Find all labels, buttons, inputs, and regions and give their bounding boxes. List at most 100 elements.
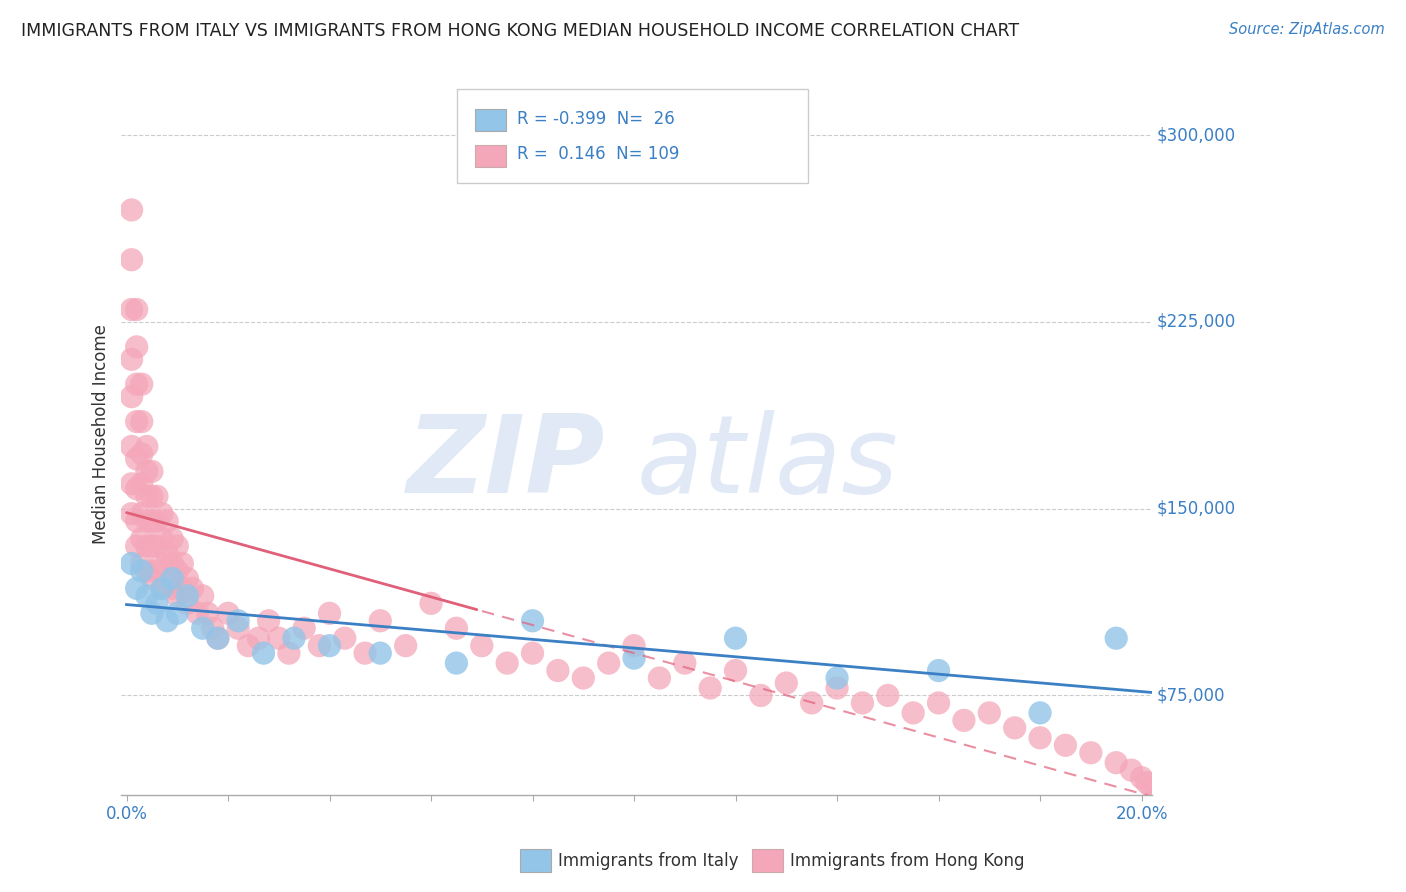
- Point: [176, 571, 198, 585]
- Text: $150,000: $150,000: [1157, 500, 1236, 517]
- Point: [522, 646, 544, 660]
- Point: [648, 671, 671, 685]
- Point: [135, 440, 157, 454]
- Point: [135, 539, 157, 553]
- Point: [1080, 746, 1102, 760]
- Text: ZIP: ZIP: [408, 410, 606, 516]
- Y-axis label: Median Household Income: Median Household Income: [93, 324, 110, 544]
- Point: [471, 639, 494, 653]
- Point: [876, 689, 898, 703]
- Point: [901, 706, 924, 720]
- Point: [166, 589, 188, 603]
- Point: [176, 589, 198, 603]
- Point: [172, 557, 194, 571]
- Point: [354, 646, 377, 660]
- Point: [135, 489, 157, 503]
- Point: [172, 582, 194, 596]
- Point: [141, 489, 163, 503]
- Text: IMMIGRANTS FROM ITALY VS IMMIGRANTS FROM HONG KONG MEDIAN HOUSEHOLD INCOME CORRE: IMMIGRANTS FROM ITALY VS IMMIGRANTS FROM…: [21, 22, 1019, 40]
- Point: [131, 557, 153, 571]
- Point: [1150, 796, 1173, 810]
- Point: [146, 596, 169, 610]
- Text: atlas: atlas: [637, 410, 898, 516]
- Point: [623, 651, 645, 665]
- Point: [446, 621, 468, 635]
- Point: [851, 696, 873, 710]
- Point: [166, 607, 188, 621]
- Point: [121, 302, 143, 317]
- Point: [522, 614, 544, 628]
- Point: [156, 514, 179, 528]
- Point: [197, 607, 219, 621]
- Point: [333, 631, 356, 645]
- Point: [547, 664, 569, 678]
- Point: [121, 252, 143, 267]
- Point: [257, 614, 280, 628]
- Point: [191, 589, 214, 603]
- Point: [1029, 706, 1052, 720]
- Point: [156, 547, 179, 561]
- Point: [187, 607, 209, 621]
- Point: [308, 639, 330, 653]
- Point: [699, 681, 721, 695]
- Point: [928, 664, 950, 678]
- Point: [121, 440, 143, 454]
- Point: [125, 582, 148, 596]
- Point: [166, 539, 188, 553]
- Point: [131, 507, 153, 521]
- Point: [247, 631, 270, 645]
- Point: [368, 614, 391, 628]
- Point: [724, 631, 747, 645]
- Point: [141, 607, 163, 621]
- Point: [125, 377, 148, 392]
- Point: [160, 582, 183, 596]
- Point: [181, 582, 204, 596]
- Point: [150, 582, 173, 596]
- Point: [141, 514, 163, 528]
- Point: [1029, 731, 1052, 745]
- Point: [146, 539, 169, 553]
- Point: [125, 451, 148, 466]
- Point: [146, 489, 169, 503]
- Point: [420, 596, 443, 610]
- Point: [928, 696, 950, 710]
- Point: [121, 476, 143, 491]
- Point: [131, 377, 153, 392]
- Text: R =  0.146  N= 109: R = 0.146 N= 109: [517, 145, 679, 163]
- Point: [598, 656, 620, 670]
- Point: [125, 302, 148, 317]
- Point: [131, 476, 153, 491]
- Point: [121, 557, 143, 571]
- Point: [131, 447, 153, 461]
- Point: [623, 639, 645, 653]
- Point: [125, 514, 148, 528]
- Point: [572, 671, 595, 685]
- Point: [150, 557, 173, 571]
- Text: $225,000: $225,000: [1157, 313, 1236, 331]
- Point: [156, 576, 179, 591]
- Point: [395, 639, 418, 653]
- Point: [1146, 788, 1168, 802]
- Point: [446, 656, 468, 670]
- Point: [201, 621, 224, 635]
- Point: [150, 532, 173, 546]
- Point: [121, 390, 143, 404]
- Point: [825, 681, 848, 695]
- Point: [1130, 771, 1153, 785]
- Point: [160, 532, 183, 546]
- Point: [217, 607, 239, 621]
- Point: [749, 689, 772, 703]
- Point: [150, 507, 173, 521]
- Point: [207, 631, 229, 645]
- Point: [141, 464, 163, 478]
- Point: [825, 671, 848, 685]
- Text: Immigrants from Italy: Immigrants from Italy: [558, 852, 738, 870]
- Point: [1121, 763, 1143, 777]
- Text: Immigrants from Hong Kong: Immigrants from Hong Kong: [790, 852, 1025, 870]
- Point: [1054, 738, 1077, 752]
- Point: [121, 507, 143, 521]
- Point: [1004, 721, 1026, 735]
- Point: [141, 539, 163, 553]
- Point: [176, 596, 198, 610]
- Point: [135, 564, 157, 578]
